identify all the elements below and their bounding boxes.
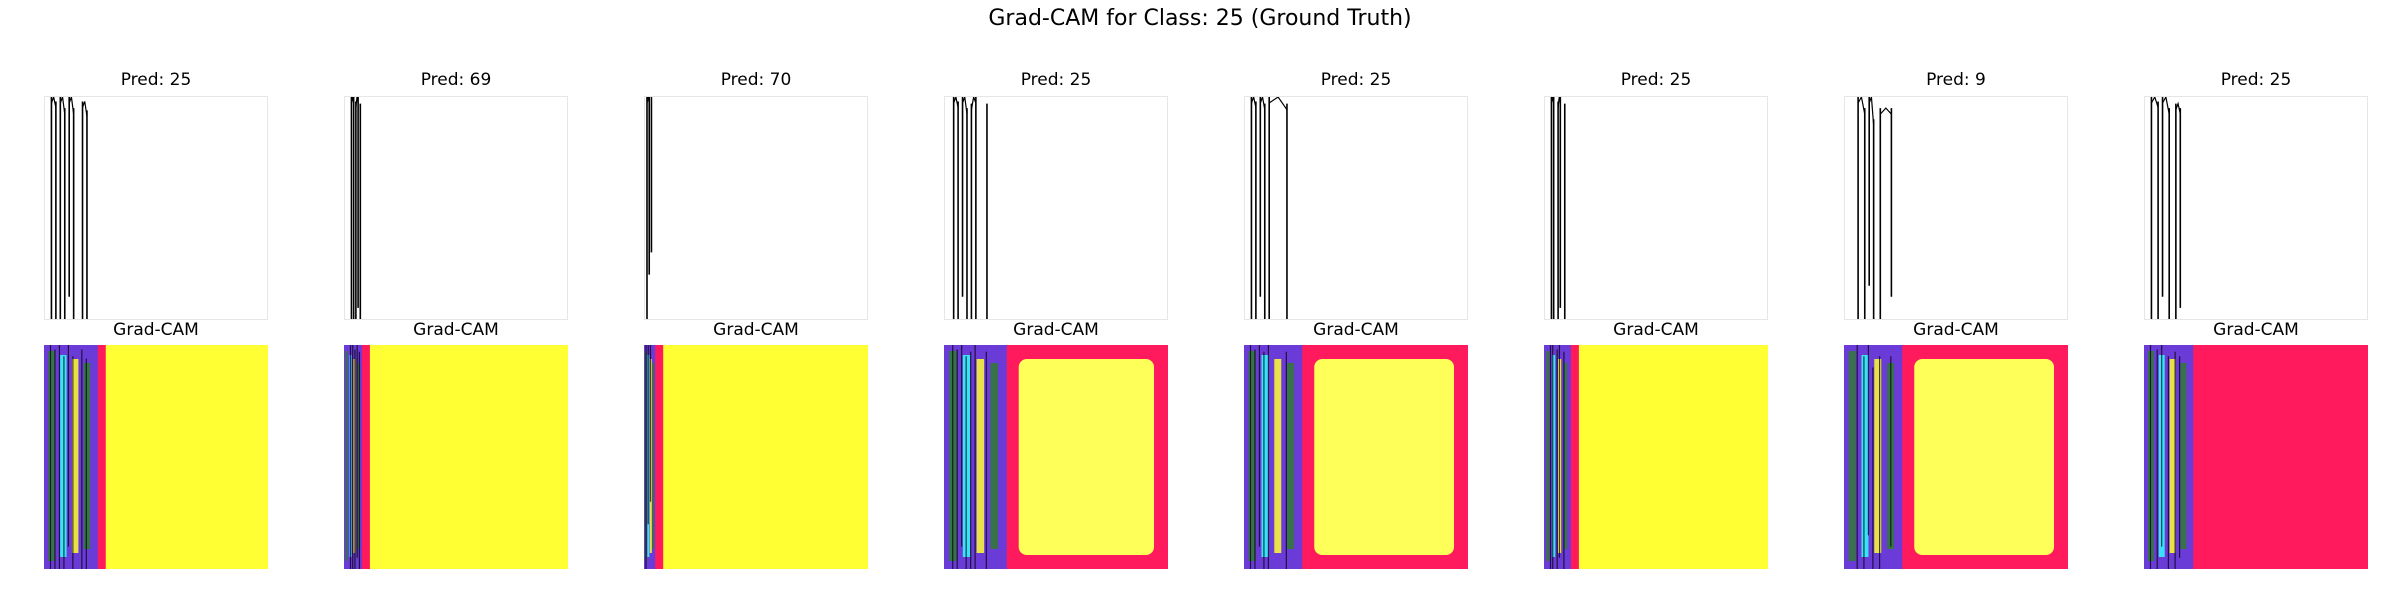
input-image	[644, 96, 868, 320]
heatmap-band	[652, 363, 655, 549]
input-sketch	[2150, 97, 2182, 319]
sketch-stroke	[970, 97, 977, 110]
sketch-stroke	[1250, 97, 1257, 108]
gradcam-heatmap	[644, 345, 868, 569]
heatmap-band	[345, 351, 348, 561]
input-image	[2144, 96, 2368, 320]
sketch-stroke	[350, 97, 355, 104]
sketch-stroke	[81, 101, 88, 117]
sketch-stroke	[68, 97, 75, 115]
heatmap-background	[644, 345, 868, 569]
sketch-stroke	[953, 97, 959, 108]
input-sketch	[350, 97, 362, 319]
heatmap-band	[1546, 351, 1550, 561]
input-image	[44, 96, 268, 320]
pred-label: Pred: 25	[1020, 70, 1092, 90]
pred-label: Pred: 9	[1926, 70, 1986, 90]
heatmap-canvas	[644, 345, 868, 569]
sketch-stroke	[59, 97, 66, 115]
gradcam-title: Grad-CAM	[413, 320, 499, 340]
gradcam-heatmap	[1844, 345, 2068, 569]
input-sketch	[952, 97, 988, 319]
heatmap-canvas	[944, 345, 1168, 569]
gradcam-heatmap	[944, 345, 1168, 569]
heatmap-low-region	[1314, 359, 1454, 555]
gradcam-title: Grad-CAM	[1913, 320, 1999, 340]
sketch-stroke	[646, 97, 650, 104]
pred-label: Pred: 25	[1620, 70, 1692, 90]
sketch-stroke	[1259, 97, 1266, 110]
heatmap-band	[1861, 355, 1869, 557]
sketch-stroke	[1268, 97, 1288, 111]
sketch-stroke	[355, 97, 359, 108]
heatmap-band	[2169, 359, 2176, 553]
gradcam-title: Grad-CAM	[713, 320, 799, 340]
sketch-stroke	[961, 97, 968, 115]
pred-label: Pred: 25	[120, 70, 192, 90]
heatmap-band	[1287, 363, 1295, 549]
gradcam-title: Grad-CAM	[1613, 320, 1699, 340]
heatmap-band	[48, 351, 55, 561]
gradcam-title: Grad-CAM	[2213, 320, 2299, 340]
pred-label: Pred: 25	[2220, 70, 2292, 90]
heatmap-band	[990, 363, 998, 549]
sketch-stroke	[2150, 97, 2159, 108]
gradcam-title: Grad-CAM	[113, 320, 199, 340]
gradcam-heatmap	[2144, 345, 2368, 569]
heatmap-band	[357, 363, 360, 549]
sketch-stroke	[1557, 97, 1561, 108]
sketch-stroke	[2175, 101, 2181, 115]
heatmap-band	[71, 359, 79, 553]
heatmap-band	[1248, 351, 1256, 561]
input-image	[1544, 96, 1768, 320]
heatmap-band	[1874, 359, 1882, 553]
gradcam-title: Grad-CAM	[1013, 320, 1099, 340]
heatmap-band	[1552, 355, 1556, 557]
heatmap-low-region	[1018, 359, 1154, 555]
input-image	[1844, 96, 2068, 320]
gradcam-heatmap	[1244, 345, 1468, 569]
input-image	[1244, 96, 1468, 320]
heatmap-canvas	[44, 345, 268, 569]
sketch-stroke	[2162, 97, 2170, 115]
gradcam-title: Grad-CAM	[1313, 320, 1399, 340]
sketch-stroke	[1879, 107, 1892, 115]
input-sketch	[646, 97, 653, 319]
heatmap-strip	[644, 345, 656, 569]
gradcam-heatmap	[344, 345, 568, 569]
figure-title: Grad-CAM for Class: 25 (Ground Truth)	[988, 6, 1412, 31]
heatmap-band	[1274, 359, 1282, 553]
input-image	[344, 96, 568, 320]
heatmap-canvas	[1844, 345, 2068, 569]
heatmap-band	[83, 363, 91, 549]
sketch-stroke	[1868, 97, 1875, 126]
input-sketch	[1857, 97, 1893, 319]
heatmap-canvas	[344, 345, 568, 569]
heatmap-band	[976, 359, 985, 553]
heatmap-band	[1848, 351, 1856, 561]
sketch-stroke	[1857, 97, 1866, 115]
sketch-stroke	[50, 97, 57, 108]
pred-label: Pred: 70	[720, 70, 792, 90]
heatmap-band	[1261, 355, 1269, 557]
input-sketch	[1550, 97, 1566, 319]
heatmap-canvas	[1244, 345, 1468, 569]
pred-label: Pred: 25	[1320, 70, 1392, 90]
heatmap-canvas	[1544, 345, 1768, 569]
input-image	[944, 96, 1168, 320]
input-sketch	[1250, 97, 1288, 319]
heatmap-background	[1544, 345, 1768, 569]
pred-label: Pred: 69	[420, 70, 492, 90]
heatmap-low-region	[1914, 359, 2054, 555]
input-sketch	[50, 97, 88, 319]
gradcam-heatmap	[1544, 345, 1768, 569]
heatmap-canvas	[2144, 345, 2368, 569]
heatmap-background	[344, 345, 568, 569]
heatmap-band	[2180, 363, 2187, 549]
sketch-stroke	[1550, 97, 1555, 104]
heatmap-band	[1563, 363, 1568, 549]
gradcam-heatmap	[44, 345, 268, 569]
